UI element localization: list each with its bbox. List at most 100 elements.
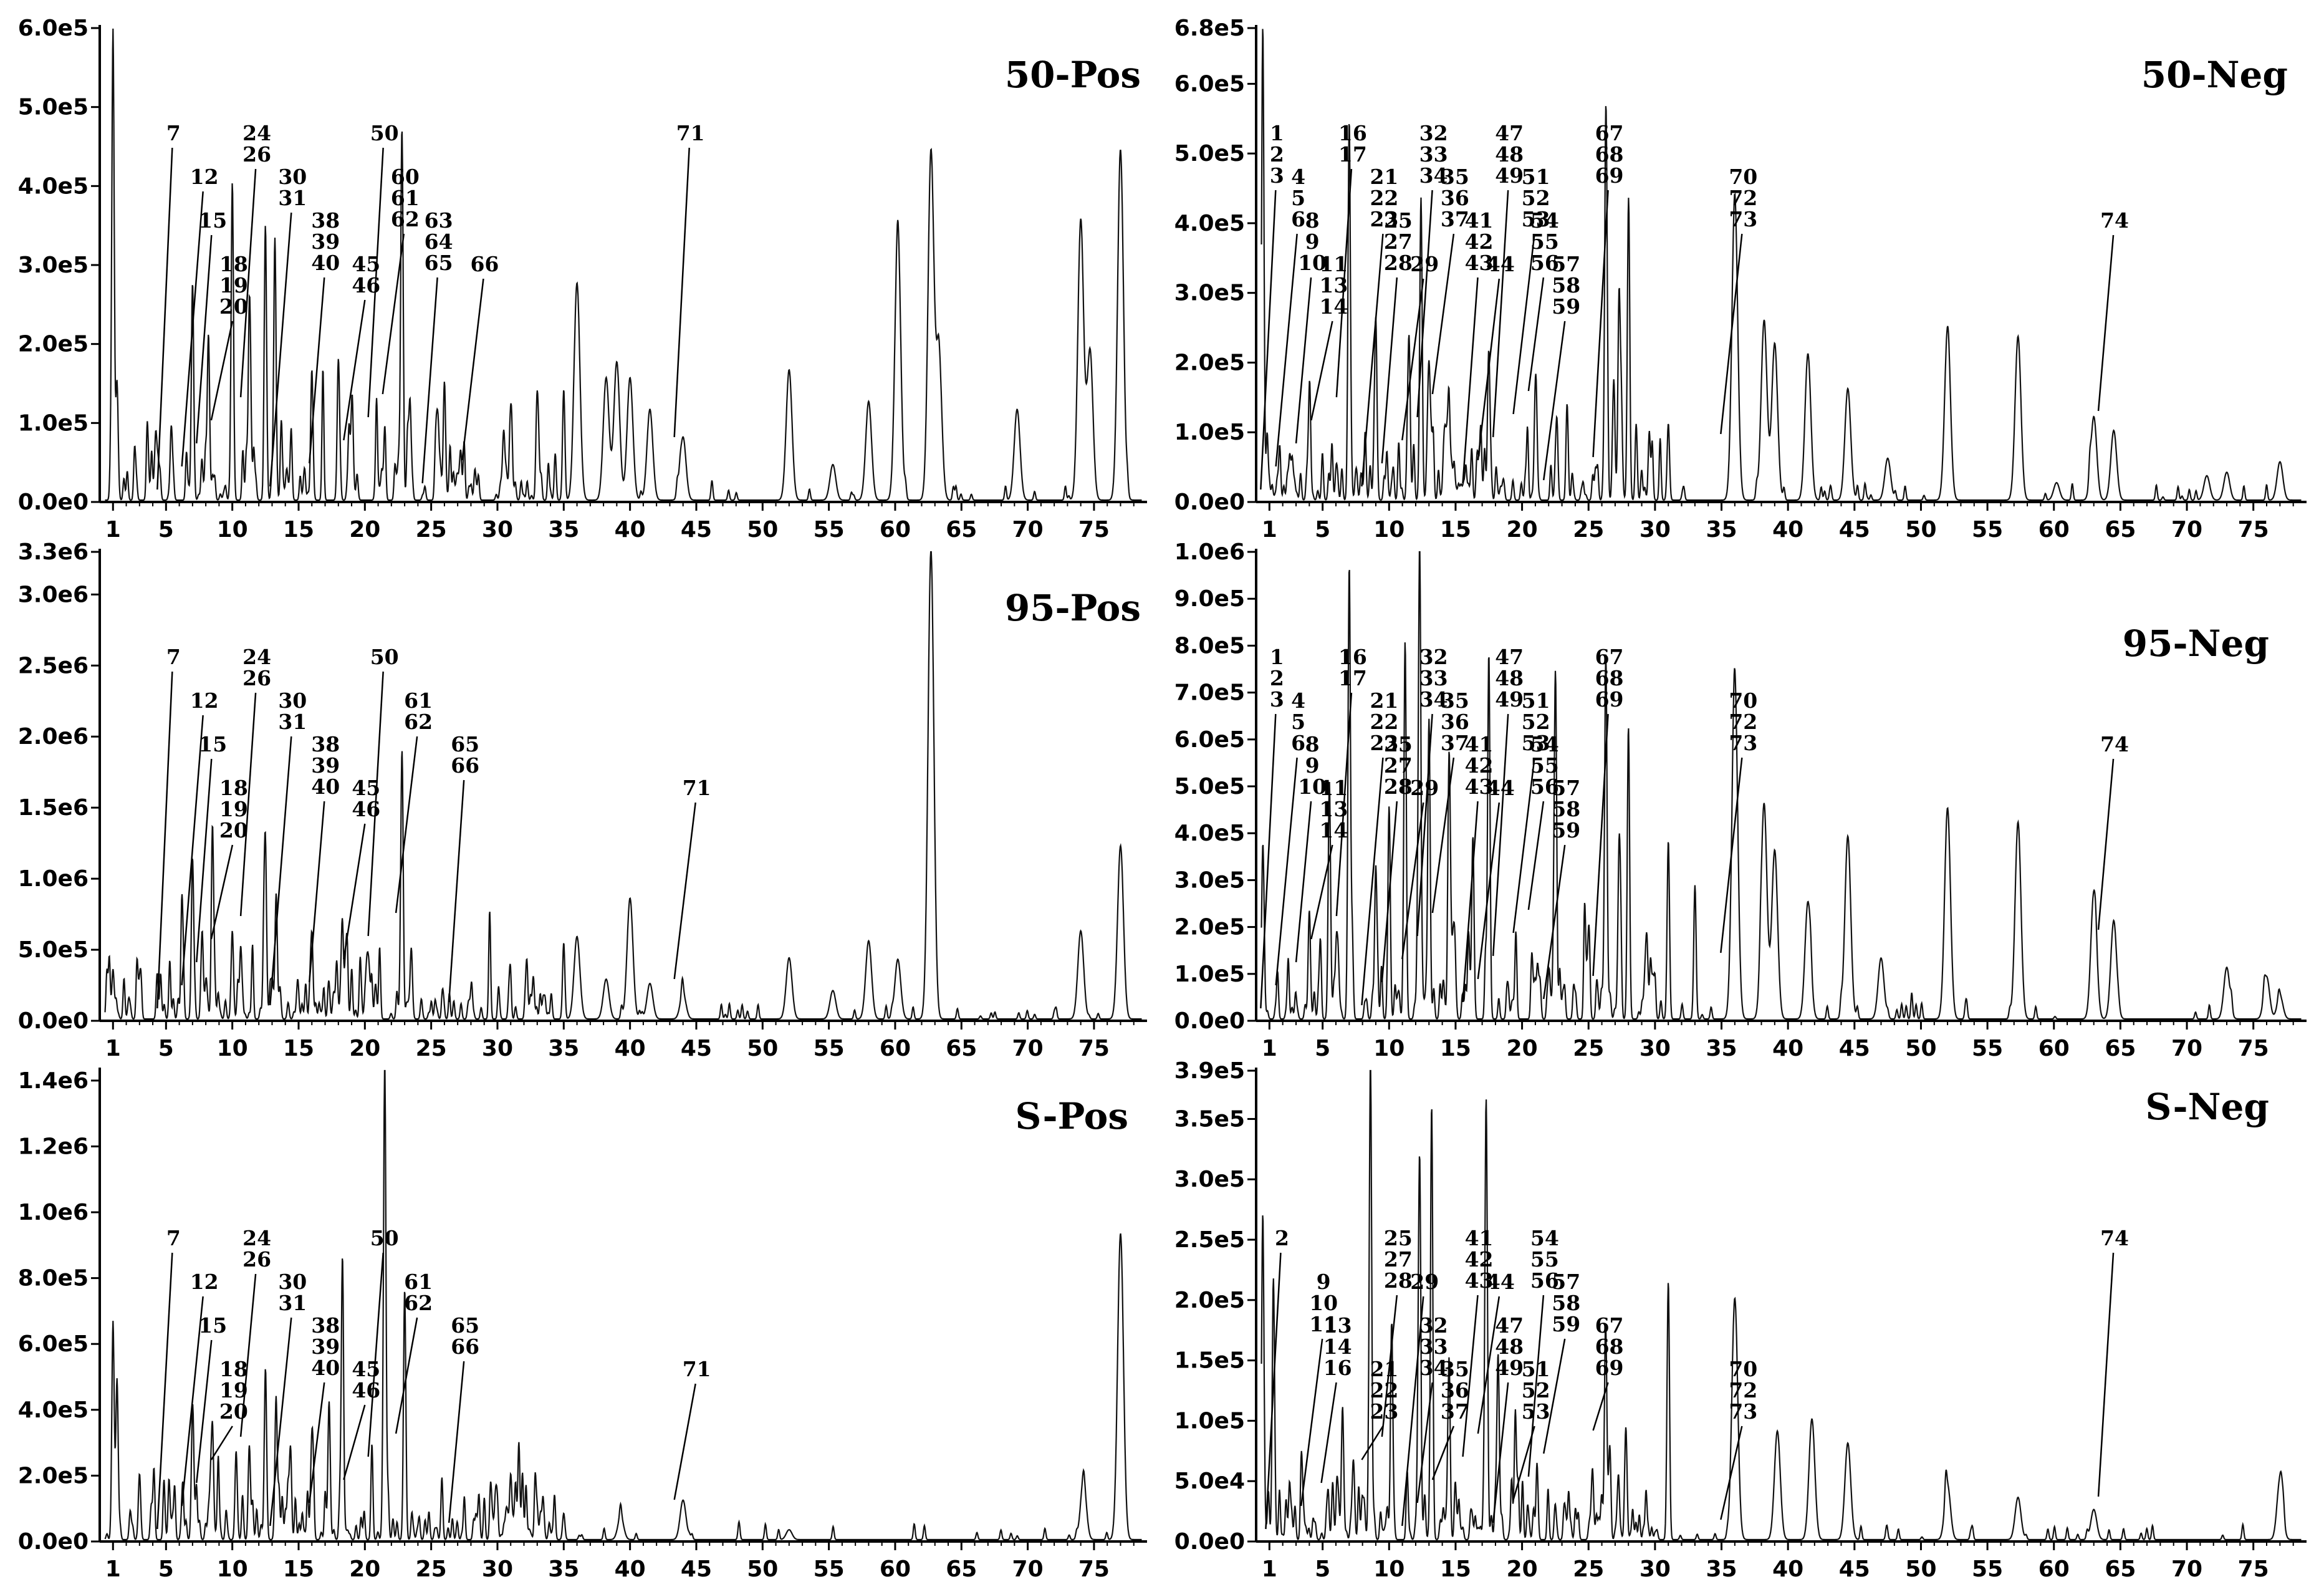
- peak-annotation-label: 47: [1495, 1313, 1524, 1338]
- peak-annotation-label: 44: [1486, 1270, 1515, 1294]
- x-tick-label: 65: [946, 1036, 977, 1061]
- y-tick-label: 3.3e6: [18, 539, 89, 565]
- y-tick-label: 3.0e5: [18, 253, 89, 278]
- peak-annotation-label: 28: [1384, 1268, 1413, 1293]
- peak-annotation-label: 2: [1270, 142, 1284, 166]
- peak-annotation-label: 12: [190, 1270, 219, 1294]
- x-tick-label: 15: [283, 1556, 314, 1582]
- peak-annotation-label: 49: [1495, 163, 1524, 188]
- x-tick-label: 25: [1573, 1556, 1604, 1582]
- peak-annotation-label: 56: [1530, 1268, 1559, 1293]
- x-tick-label: 20: [349, 1036, 380, 1061]
- x-tick-label: 5: [158, 1036, 174, 1061]
- peak-annotation-label: 70: [1729, 1357, 1757, 1381]
- peak-annotation-label: 3: [1270, 163, 1284, 188]
- peak-annotation-label: 43: [1465, 774, 1494, 799]
- x-tick-label: 5: [1315, 1556, 1330, 1582]
- x-tick-label: 5: [158, 517, 174, 543]
- annotation-leader-line: [1300, 1338, 1323, 1507]
- annotation-leader-line: [461, 278, 484, 461]
- annotation-leader-line: [1320, 1382, 1337, 1483]
- annotation-leader-line: [181, 715, 204, 986]
- peak-annotation-label: 23: [1370, 731, 1398, 755]
- peak-annotation-label: 61: [391, 186, 420, 210]
- peak-annotation-label: 74: [2100, 208, 2129, 233]
- chromatogram-trace: [1260, 551, 2302, 1020]
- peak-annotation-label: 51: [1522, 165, 1550, 189]
- y-tick-label: 5.0e5: [18, 95, 89, 120]
- x-tick-label: 45: [681, 1036, 712, 1061]
- peak-annotation-label: 47: [1495, 645, 1524, 669]
- y-tick-label: 4.0e5: [18, 1397, 89, 1423]
- annotation-leader-line: [1542, 1338, 1566, 1454]
- x-tick-label: 50: [747, 517, 778, 543]
- peak-annotation-label: 52: [1522, 710, 1550, 734]
- peak-annotation-label: 4: [1291, 165, 1305, 189]
- peak-annotation-label: 22: [1370, 710, 1398, 734]
- peak-annotation-label: 39: [311, 229, 340, 254]
- annotation-leader-line: [1401, 278, 1424, 441]
- annotation-leader-line: [421, 277, 438, 484]
- annotation-leader-line: [196, 234, 213, 444]
- annotation-leader-line: [1295, 801, 1312, 963]
- y-tick-label: 1.0e5: [1174, 420, 1245, 445]
- x-tick-label: 70: [2171, 1036, 2202, 1061]
- peak-annotation-label: 69: [1595, 163, 1624, 188]
- peak-annotation-label: 73: [1729, 1399, 1757, 1424]
- peak-annotation-label: 41: [1465, 208, 1494, 233]
- peak-annotation-label: 19: [219, 1378, 248, 1402]
- annotation-leader-line: [395, 736, 418, 914]
- y-tick-label: 5.0e5: [1174, 141, 1245, 166]
- x-tick-label: 75: [2238, 517, 2269, 543]
- peak-annotation-label: 5: [1291, 186, 1305, 210]
- x-tick-label: 70: [2171, 517, 2202, 543]
- x-tick-label: 65: [2105, 1556, 2136, 1582]
- peak-annotation-label: 9: [1317, 1270, 1331, 1294]
- x-tick-label: 15: [1440, 517, 1471, 543]
- x-tick-label: 40: [1772, 517, 1803, 543]
- peak-annotation-label: 35: [1441, 1357, 1469, 1381]
- peak-annotation-label: 7: [166, 1226, 181, 1250]
- y-tick-label: 3.0e5: [1174, 867, 1245, 893]
- peak-annotation-label: 53: [1522, 207, 1550, 231]
- y-tick-label: 2.5e5: [1174, 1227, 1245, 1253]
- panel-50-pos: 1 5 10 15 20 25 30 35 40 45 50 55 60 65 70 750.0e01.0e5…: [18, 16, 1147, 543]
- peak-annotation-label: 19: [219, 273, 248, 297]
- peak-annotation-label: 68: [1595, 142, 1624, 166]
- x-tick-label: 25: [1573, 517, 1604, 543]
- x-tick-label: 75: [2238, 1036, 2269, 1061]
- peak-annotation-label: 15: [198, 732, 227, 756]
- panel-50-neg: 1 5 10 15 20 25 30 35 40 45 50 55 60 65 70 750.0e01.0e5…: [1174, 16, 2307, 543]
- peak-annotation-label: 2: [1270, 666, 1284, 690]
- peak-annotation-label: 11: [1319, 776, 1348, 800]
- peak-annotation-label: 65: [451, 732, 479, 756]
- x-tick-label: 30: [482, 517, 513, 543]
- peak-annotation-label: 27: [1384, 1247, 1413, 1271]
- peak-annotation-label: 26: [242, 142, 271, 166]
- x-tick-label: 70: [1012, 517, 1044, 543]
- peak-annotation-label: 14: [1319, 818, 1348, 842]
- x-tick-label: 75: [1078, 1036, 1110, 1061]
- peak-annotation-label: 43: [1465, 1268, 1494, 1293]
- y-tick-label: 2.0e6: [18, 724, 89, 750]
- peak-annotation-label: 28: [1384, 774, 1413, 799]
- x-tick-label: 20: [349, 1556, 380, 1582]
- peak-annotation-label: 47: [1495, 121, 1524, 145]
- annotation-leader-line: [395, 1317, 418, 1434]
- peak-annotation-label: 67: [1595, 1313, 1624, 1338]
- x-tick-label: 30: [482, 1556, 513, 1582]
- y-tick-label: 6.0e5: [18, 1331, 89, 1357]
- y-tick-label: 3.0e5: [1174, 1167, 1245, 1192]
- peak-annotation-label: 66: [451, 753, 479, 778]
- annotation-leader-line: [1431, 233, 1455, 395]
- peak-annotation-label: 11: [1309, 1312, 1338, 1336]
- peak-annotation-label: 30: [278, 1270, 307, 1294]
- peak-annotation-label: 31: [278, 710, 307, 734]
- x-tick-label: 20: [349, 517, 380, 543]
- peak-annotation-label: 42: [1465, 1247, 1494, 1271]
- x-tick-label: 50: [1905, 517, 1936, 543]
- peak-annotation-label: 43: [1465, 251, 1494, 275]
- peak-annotation-label: 12: [190, 688, 219, 713]
- annotation-leader-line: [1275, 233, 1298, 467]
